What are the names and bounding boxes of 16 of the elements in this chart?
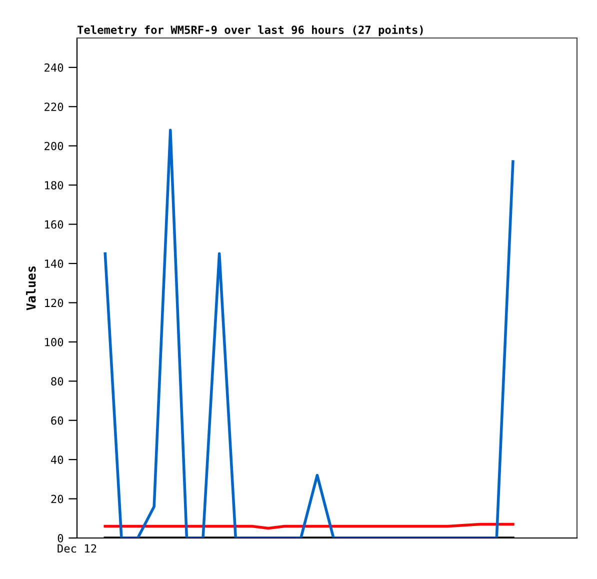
y-tick-label: 160 (45, 220, 64, 229)
chart-title: Telemetry for WM5RF-9 over last 96 hours (27 points) (77, 24, 423, 36)
y-tick-label: 200 (44, 142, 64, 150)
y-tick-label: 180 (45, 181, 64, 190)
y-tick-label: 140 (45, 259, 64, 268)
y-tick-label: 20 (51, 494, 64, 504)
y-tick-label: 220 (44, 102, 64, 112)
y-tick-label: 80 (51, 377, 64, 386)
y-tick-label: 0 (58, 534, 64, 542)
y-tick-label: 60 (51, 416, 64, 425)
y-tick-label: 40 (50, 456, 64, 464)
y-tick-label: 240 (44, 63, 64, 72)
y-tick-label: 100 (45, 338, 64, 346)
y-tick-label: 120 (45, 298, 64, 308)
text: Dec 12 (58, 544, 96, 553)
y-axis-title: Values (26, 266, 36, 310)
